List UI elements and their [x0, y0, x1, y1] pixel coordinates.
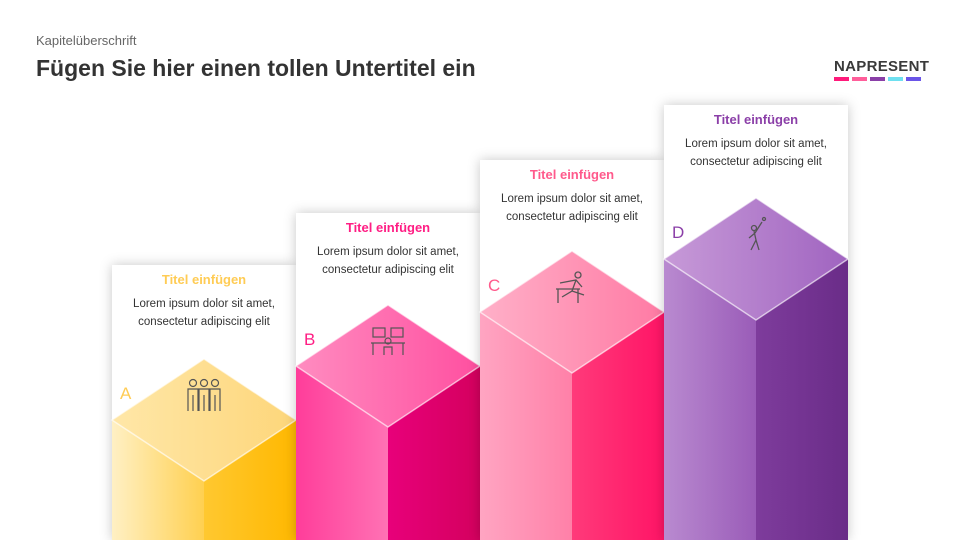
column-top-face: [662, 197, 850, 321]
logo-bar: [834, 77, 849, 81]
column-right-face: [204, 420, 296, 540]
athlete-icon: [748, 216, 767, 251]
step-letter: B: [304, 330, 316, 349]
logo-text: NAPRESENT: [834, 58, 930, 75]
column-left-face: [296, 366, 388, 540]
workstation-icon: [371, 327, 405, 355]
step-letter: A: [120, 384, 132, 403]
step-card: Titel einfügen Lorem ipsum dolor sit amet…: [296, 220, 480, 279]
logo-bar: [852, 77, 867, 81]
page-subtitle: Fügen Sie hier einen tollen Untertitel e…: [36, 55, 476, 81]
chapter-heading: Kapitelüberschrift: [36, 33, 137, 48]
step-title: Titel einfügen: [345, 220, 431, 235]
step-card: Titel einfügen Lorem ipsum dolor sit amet…: [664, 112, 848, 171]
column-left-face: [480, 312, 572, 540]
column-right-face: [572, 312, 664, 540]
column-right-face: [388, 366, 480, 540]
step-letter: D: [672, 223, 685, 242]
step-text: Lorem ipsum dolor sit amet, consectetur …: [685, 138, 827, 168]
column-right-face: [756, 259, 848, 540]
step-card: Titel einfügen Lorem ipsum dolor sit amet…: [112, 272, 296, 331]
step-text: Lorem ipsum dolor sit amet, consectetur …: [133, 298, 275, 328]
team-icon: [187, 378, 221, 411]
step-letter: C: [488, 276, 501, 295]
logo-color-bars: [834, 77, 926, 81]
logo-bar: [888, 77, 903, 81]
hurdle-runner-icon: [556, 271, 585, 303]
logo-bar: [906, 77, 921, 81]
step-title: Titel einfügen: [161, 272, 247, 287]
logo-bar: [870, 77, 885, 81]
logo: NAPRESENT: [834, 58, 930, 81]
step-card: Titel einfügen Lorem ipsum dolor sit amet…: [480, 167, 664, 226]
step-title: Titel einfügen: [713, 112, 799, 127]
column-left-face: [664, 259, 756, 540]
column-left-face: [112, 420, 204, 540]
step-title: Titel einfügen: [529, 167, 615, 182]
step-text: Lorem ipsum dolor sit amet, consectetur …: [317, 246, 459, 276]
step-text: Lorem ipsum dolor sit amet, consectetur …: [501, 193, 643, 223]
